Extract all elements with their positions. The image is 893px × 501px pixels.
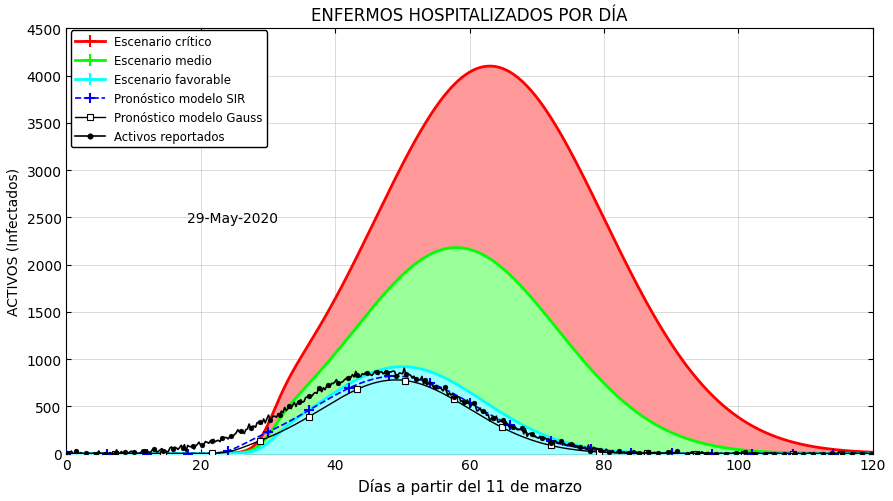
Text: 29-May-2020: 29-May-2020 — [188, 211, 279, 225]
Legend: Escenario crítico, Escenario medio, Escenario favorable, Pronóstico modelo SIR, : Escenario crítico, Escenario medio, Esce… — [71, 32, 267, 148]
Y-axis label: ACTIVOS (Infectados): ACTIVOS (Infectados) — [7, 167, 21, 316]
X-axis label: Días a partir del 11 de marzo: Días a partir del 11 de marzo — [357, 478, 581, 494]
Title: ENFERMOS HOSPITALIZADOS POR DÍA: ENFERMOS HOSPITALIZADOS POR DÍA — [312, 7, 628, 25]
